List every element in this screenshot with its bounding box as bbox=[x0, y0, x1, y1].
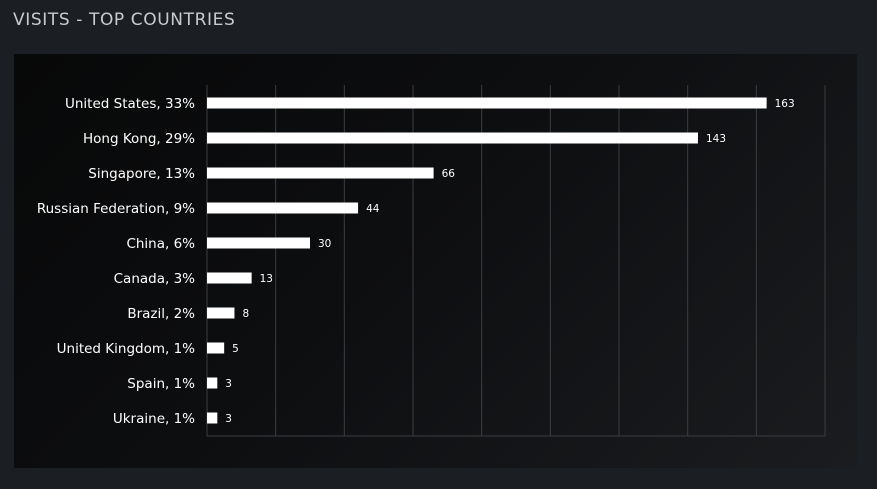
category-label: Russian Federation, 9% bbox=[37, 201, 195, 217]
bar[interactable] bbox=[207, 342, 225, 354]
bar[interactable] bbox=[207, 307, 235, 319]
value-label: 3 bbox=[225, 378, 232, 390]
page-title: VISITS - TOP COUNTRIES bbox=[13, 10, 236, 30]
value-label: 30 bbox=[318, 238, 331, 250]
bar[interactable] bbox=[207, 132, 698, 144]
bar[interactable] bbox=[207, 412, 218, 424]
chart-value-labels: 163 143 66 44 30 13 8 5 3 3 bbox=[225, 98, 794, 425]
value-label: 3 bbox=[225, 413, 232, 425]
category-label: United Kingdom, 1% bbox=[57, 341, 196, 357]
value-label: 44 bbox=[366, 203, 380, 215]
bar[interactable] bbox=[207, 272, 252, 284]
category-label: Singapore, 13% bbox=[88, 166, 195, 182]
category-label: Canada, 3% bbox=[114, 271, 196, 287]
chart-bars bbox=[207, 97, 767, 424]
category-label: Brazil, 2% bbox=[127, 306, 195, 322]
bar[interactable] bbox=[207, 202, 359, 214]
bar[interactable] bbox=[207, 97, 767, 109]
category-label: Hong Kong, 29% bbox=[83, 131, 195, 147]
value-label: 66 bbox=[442, 168, 456, 180]
value-label: 13 bbox=[260, 273, 273, 285]
value-label: 5 bbox=[232, 343, 239, 355]
bar[interactable] bbox=[207, 167, 434, 179]
category-label: United States, 33% bbox=[65, 96, 195, 112]
bar[interactable] bbox=[207, 377, 218, 389]
category-label: China, 6% bbox=[126, 236, 195, 252]
category-label: Spain, 1% bbox=[127, 376, 195, 392]
chart-category-labels: United States, 33% Hong Kong, 29% Singapor… bbox=[37, 96, 195, 427]
category-label: Ukraine, 1% bbox=[113, 411, 195, 427]
value-label: 163 bbox=[775, 98, 795, 110]
chart-panel bbox=[14, 54, 857, 468]
bar[interactable] bbox=[207, 237, 310, 249]
value-label: 143 bbox=[706, 133, 726, 145]
value-label: 8 bbox=[242, 308, 249, 320]
